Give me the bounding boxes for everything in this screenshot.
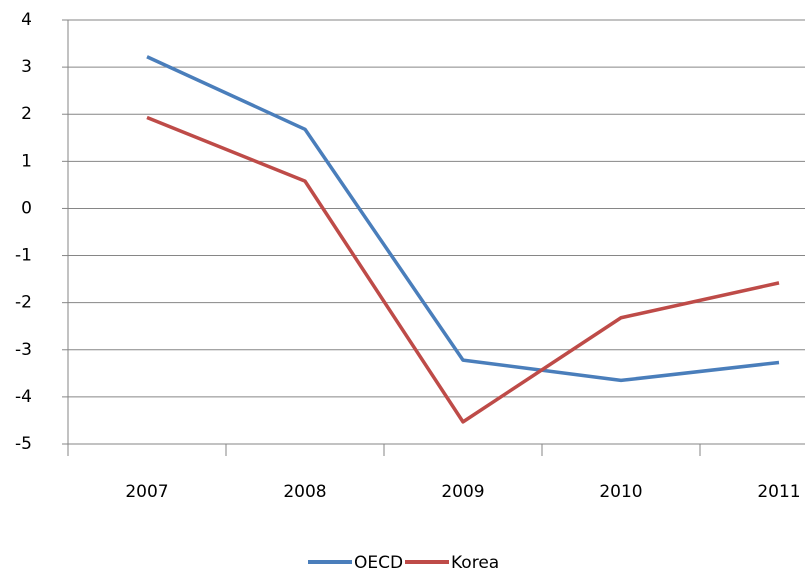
legend-label: Korea xyxy=(451,553,499,573)
y-tick-label: 4 xyxy=(21,10,32,30)
series-line xyxy=(146,55,780,383)
y-tick-label: 3 xyxy=(21,57,32,77)
x-tick-label: 2008 xyxy=(283,482,326,502)
series-line xyxy=(146,115,780,424)
y-tick-label: -1 xyxy=(15,246,32,266)
y-tick-label: -3 xyxy=(15,340,32,360)
y-tick-label: -5 xyxy=(15,434,32,454)
x-tick-label: 2010 xyxy=(599,482,642,502)
y-tick-label: 0 xyxy=(21,198,32,218)
x-tick-label: 2009 xyxy=(441,482,484,502)
x-tick-label: 2007 xyxy=(125,482,168,502)
legend-label: OECD xyxy=(354,553,403,573)
y-tick-label: 2 xyxy=(21,104,32,124)
x-tick-label: 2011 xyxy=(757,482,800,502)
y-tick-label: 1 xyxy=(21,151,32,171)
y-tick-label: -2 xyxy=(15,293,32,313)
y-tick-label: -4 xyxy=(15,387,32,407)
